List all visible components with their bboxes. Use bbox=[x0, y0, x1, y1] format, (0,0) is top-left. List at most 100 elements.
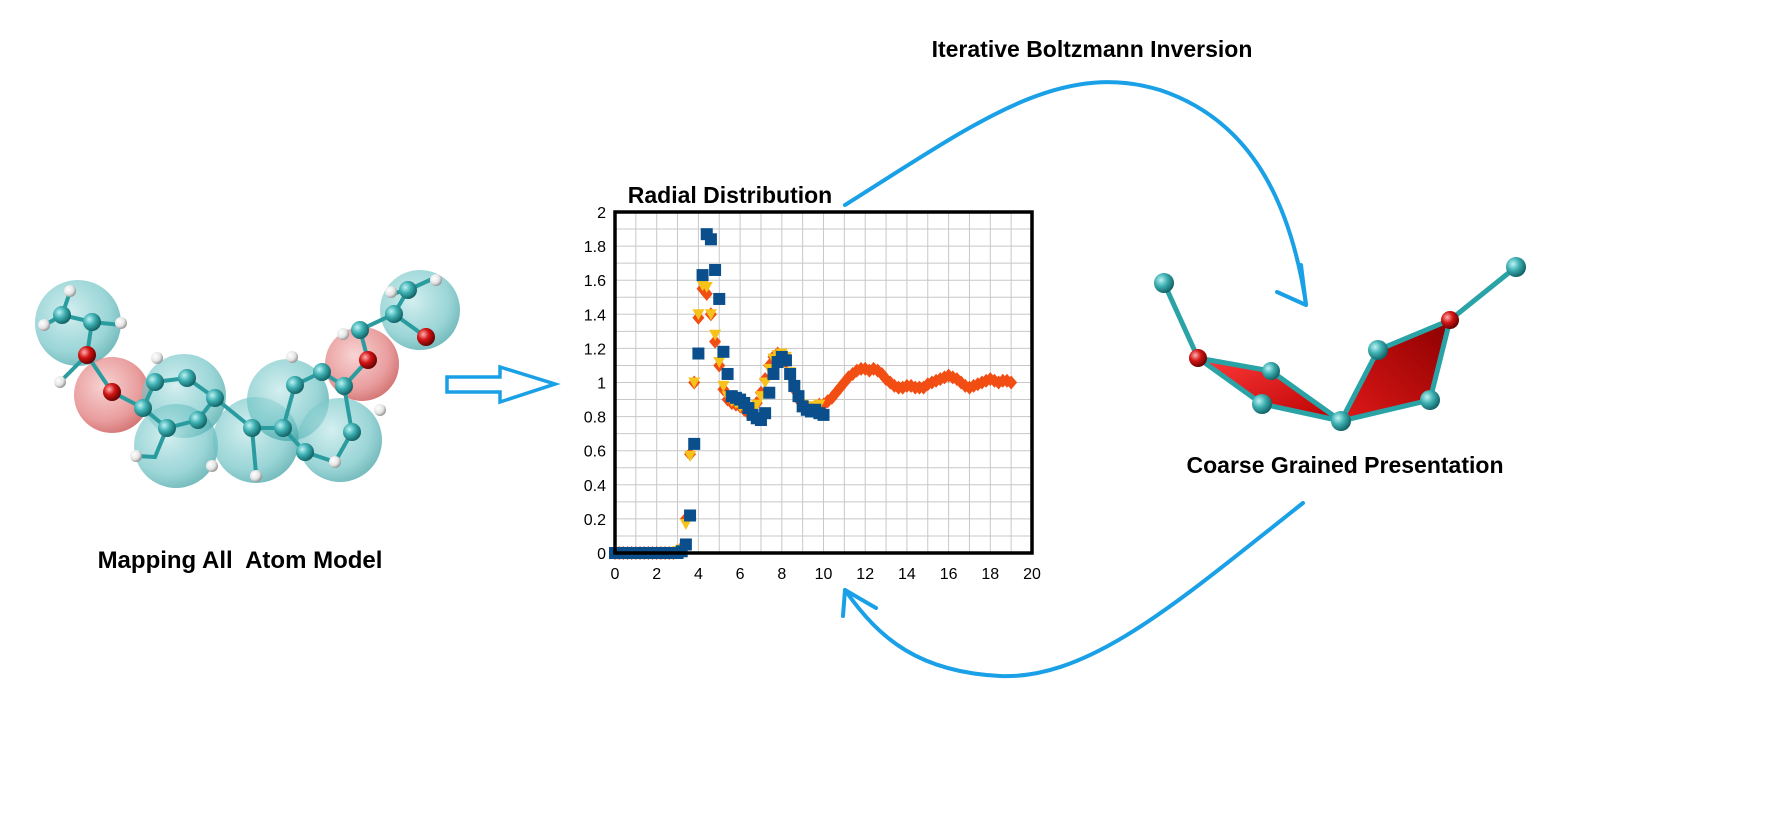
data-point bbox=[704, 309, 717, 321]
y-tick-label: 0.6 bbox=[584, 444, 606, 461]
hydrogen-atom bbox=[151, 352, 163, 364]
x-tick-label: 18 bbox=[981, 566, 999, 583]
hydrogen-atom bbox=[130, 450, 142, 462]
top-curved-arrow-icon bbox=[843, 80, 1308, 306]
iteration-arrows bbox=[841, 80, 1308, 679]
carbon-atom bbox=[351, 321, 369, 339]
x-tick-label: 6 bbox=[736, 566, 745, 583]
chart-title: Radial Distribution bbox=[628, 182, 832, 208]
data-point bbox=[684, 450, 697, 462]
data-point bbox=[709, 329, 722, 341]
cg-bead-cyan bbox=[1154, 273, 1174, 293]
all-atom-model-label: Mapping All Atom Model bbox=[98, 547, 383, 574]
y-tick-label: 1.2 bbox=[584, 341, 606, 358]
x-tick-label: 2 bbox=[652, 566, 661, 583]
iterative-label: Iterative Boltzmann Inversion bbox=[932, 36, 1253, 62]
data-point bbox=[759, 377, 772, 389]
x-tick-label: 8 bbox=[777, 566, 786, 583]
bottom-curved-arrow-icon bbox=[843, 501, 1305, 679]
cg-bead bbox=[35, 280, 121, 366]
y-tick-label: 1.8 bbox=[584, 239, 606, 256]
x-tick-label: 12 bbox=[856, 566, 874, 583]
y-tick-label: 0.8 bbox=[584, 410, 606, 427]
coarse-grained-label: Coarse Grained Presentation bbox=[1187, 452, 1504, 478]
carbon-atom bbox=[53, 306, 71, 324]
data-point bbox=[704, 233, 717, 246]
x-tick-label: 16 bbox=[940, 566, 958, 583]
carbon-atom bbox=[178, 369, 196, 387]
oxygen-atom bbox=[78, 346, 96, 364]
oxygen-atom bbox=[103, 383, 121, 401]
mapping-arrow-icon bbox=[445, 364, 561, 405]
data-point bbox=[721, 367, 734, 380]
data-point bbox=[792, 390, 805, 403]
data-point bbox=[817, 408, 830, 421]
plot-frame bbox=[613, 210, 1034, 555]
data-point bbox=[684, 509, 697, 522]
hydrogen-atom bbox=[329, 456, 341, 468]
data-point bbox=[717, 345, 730, 358]
bottom-arrowhead-icon bbox=[841, 588, 878, 618]
hydrogen-atom bbox=[206, 460, 218, 472]
y-tick-label: 1.6 bbox=[584, 273, 606, 290]
carbon-atom bbox=[146, 373, 164, 391]
hydrogen-atom bbox=[430, 274, 442, 286]
hydrogen-atom bbox=[385, 286, 397, 298]
cg-bead bbox=[298, 398, 382, 482]
carbon-atom bbox=[274, 419, 292, 437]
carbon-atom bbox=[189, 411, 207, 429]
y-tick-label: 1 bbox=[597, 376, 606, 393]
chart-series bbox=[609, 228, 1018, 560]
x-tick-label: 0 bbox=[611, 566, 620, 583]
data-point bbox=[713, 357, 726, 369]
hydrogen-atom bbox=[115, 317, 127, 329]
hydrogen-atom bbox=[286, 351, 298, 363]
carbon-atom bbox=[83, 313, 101, 331]
data-point bbox=[713, 292, 726, 305]
carbon-atom bbox=[343, 423, 361, 441]
oxygen-atom bbox=[417, 328, 435, 346]
chart-grid bbox=[615, 212, 1032, 553]
hydrogen-atom bbox=[250, 470, 262, 482]
data-point bbox=[763, 386, 776, 399]
all-atom-model: Mapping All Atom Model bbox=[35, 270, 460, 574]
carbon-atom bbox=[385, 305, 403, 323]
carbon-atom bbox=[158, 419, 176, 437]
x-tick-label: 10 bbox=[815, 566, 833, 583]
y-axis-ticks: 0 0.2 0.4 0.6 0.8 1 1.2 1.4 1.6 1.8 2 bbox=[584, 205, 606, 563]
data-point bbox=[788, 379, 801, 392]
cg-bead-cyan bbox=[1420, 390, 1440, 410]
y-tick-label: 0.2 bbox=[584, 512, 606, 529]
data-point bbox=[709, 334, 722, 349]
cg-bead-cyan bbox=[1252, 394, 1272, 414]
hydrogen-atom bbox=[374, 404, 386, 416]
data-point bbox=[709, 263, 722, 276]
cg-bead-red bbox=[1189, 349, 1207, 367]
carbon-atom bbox=[399, 281, 417, 299]
data-point bbox=[688, 377, 701, 389]
y-tick-label: 1.4 bbox=[584, 307, 606, 324]
carbon-atom bbox=[286, 376, 304, 394]
x-tick-label: 4 bbox=[694, 566, 703, 583]
data-point bbox=[779, 354, 792, 367]
x-tick-label: 20 bbox=[1023, 566, 1041, 583]
data-point bbox=[1005, 375, 1018, 390]
data-point bbox=[679, 519, 692, 531]
cg-bonds bbox=[1161, 264, 1519, 425]
carbon-atom bbox=[313, 363, 331, 381]
data-point bbox=[692, 347, 705, 360]
data-point bbox=[767, 367, 780, 380]
cg-bead-cyan bbox=[1331, 411, 1351, 431]
data-point bbox=[717, 380, 730, 392]
cg-bead-cyan bbox=[1262, 362, 1280, 380]
y-tick-label: 0 bbox=[597, 546, 606, 563]
carbon-atom bbox=[243, 419, 261, 437]
data-point bbox=[700, 286, 713, 301]
hydrogen-atom bbox=[54, 376, 66, 388]
data-point bbox=[759, 407, 772, 420]
hydrogen-atom bbox=[38, 319, 50, 331]
data-point bbox=[696, 269, 709, 282]
carbon-atom bbox=[134, 399, 152, 417]
x-tick-label: 14 bbox=[898, 566, 916, 583]
